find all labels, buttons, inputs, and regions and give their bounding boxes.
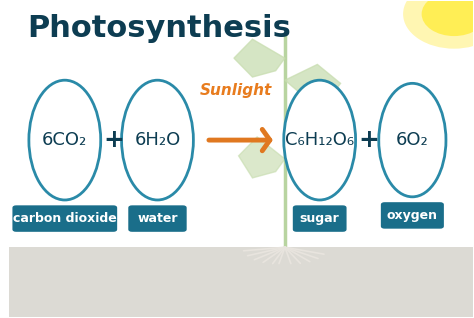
Text: Photosynthesis: Photosynthesis [27,14,292,43]
Circle shape [422,0,474,36]
Text: carbon dioxide: carbon dioxide [13,212,117,225]
Text: 6O₂: 6O₂ [396,131,429,149]
Text: oxygen: oxygen [387,209,438,222]
Text: C₆H₁₂O₆: C₆H₁₂O₆ [285,131,354,149]
Ellipse shape [379,83,446,197]
Polygon shape [234,39,285,77]
Ellipse shape [29,80,100,200]
FancyBboxPatch shape [128,205,187,232]
Polygon shape [238,137,285,178]
Ellipse shape [284,80,356,200]
FancyBboxPatch shape [12,205,117,232]
Text: 6H₂O: 6H₂O [134,131,181,149]
Circle shape [403,0,474,49]
FancyBboxPatch shape [381,202,444,229]
Text: +: + [358,128,379,152]
Bar [9,247,473,317]
Polygon shape [285,112,331,149]
FancyBboxPatch shape [293,205,346,232]
Text: sugar: sugar [300,212,339,225]
Text: Sunlight: Sunlight [200,83,273,98]
Text: water: water [137,212,178,225]
Text: 6CO₂: 6CO₂ [42,131,87,149]
Ellipse shape [121,80,193,200]
Polygon shape [285,65,340,102]
Text: +: + [103,128,124,152]
